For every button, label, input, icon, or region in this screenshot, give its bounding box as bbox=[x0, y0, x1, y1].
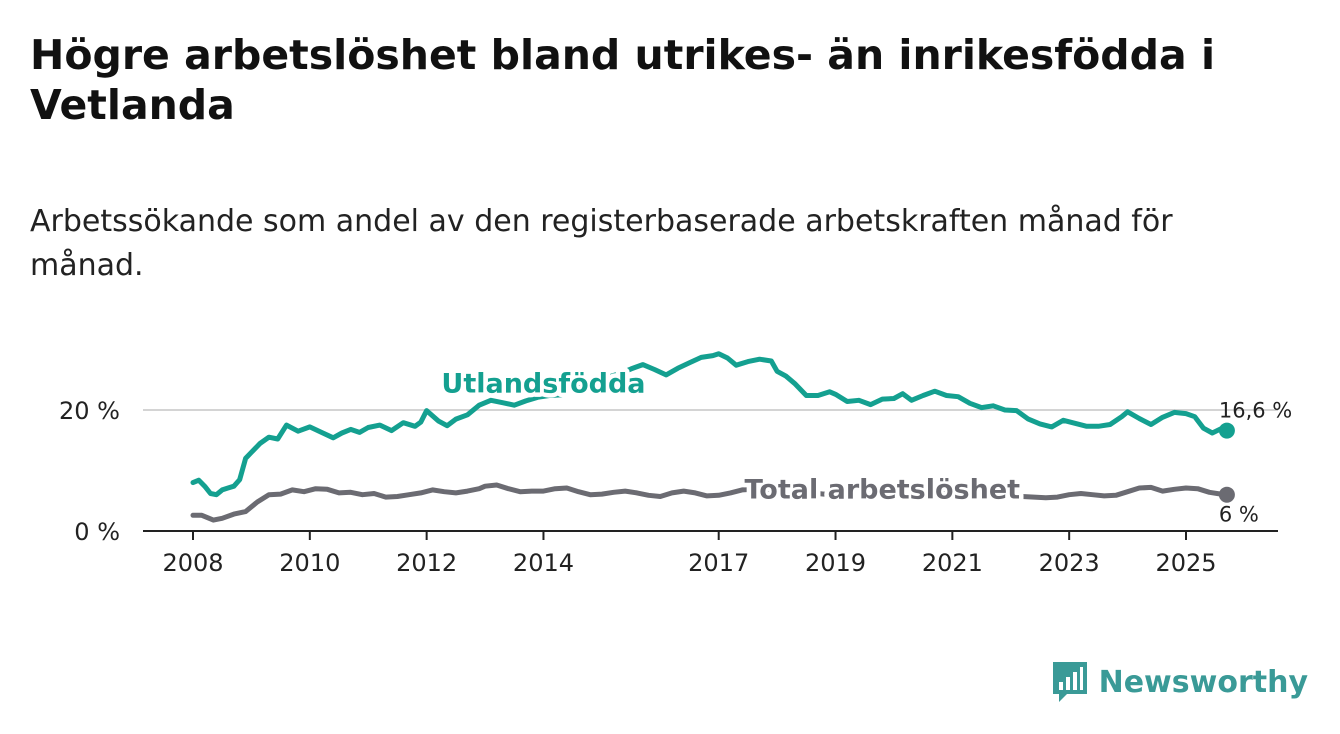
x-tick-label: 2021 bbox=[922, 549, 983, 577]
line-chart: 0 % 20 % 2008 2010 2012 2014 2017 2019 2021 2023 2… bbox=[59, 351, 1292, 577]
series-endpoint bbox=[1218, 422, 1235, 439]
x-tick-label: 2025 bbox=[1155, 549, 1216, 577]
x-tick-label: 2023 bbox=[1039, 549, 1100, 577]
x-tick-label: 2019 bbox=[805, 549, 866, 577]
series-end-label: 16,6 % bbox=[1219, 399, 1292, 423]
newsworthy-bar-chart-icon bbox=[1052, 662, 1087, 702]
series-line-utlandsfodda bbox=[190, 351, 1230, 498]
newsworthy-logo: Newsworthy bbox=[1051, 660, 1308, 704]
series-name-label: Total arbetslöshet bbox=[744, 474, 1020, 505]
y-tick-label: 0 % bbox=[74, 518, 120, 546]
brand-name: Newsworthy bbox=[1098, 664, 1308, 700]
series-name-label: Utlandsfödda bbox=[441, 368, 645, 399]
axes: 0 % 20 % 2008 2010 2012 2014 2017 2019 2021 2023 2… bbox=[59, 397, 1278, 577]
x-tick-label: 2017 bbox=[688, 549, 749, 577]
x-tick-label: 2010 bbox=[279, 549, 340, 577]
y-tick-label: 20 % bbox=[59, 397, 120, 425]
chart-title: Högre arbetslöshet bland utrikes- än inr… bbox=[30, 31, 1215, 129]
x-tick-label: 2012 bbox=[396, 549, 457, 577]
series-endpoint bbox=[1218, 486, 1235, 503]
x-tick-label: 2014 bbox=[513, 549, 574, 577]
x-tick-label: 2008 bbox=[162, 549, 223, 577]
series-end-label: 6 % bbox=[1219, 503, 1259, 527]
chart-subtitle: Arbetssökande som andel av den registerb… bbox=[30, 204, 1173, 283]
series-lines bbox=[190, 351, 1235, 523]
series-line-total bbox=[190, 482, 1230, 523]
series-labels: 16,6 % 6 % Utlandsfödda Total arbetslöshet bbox=[437, 364, 1292, 527]
